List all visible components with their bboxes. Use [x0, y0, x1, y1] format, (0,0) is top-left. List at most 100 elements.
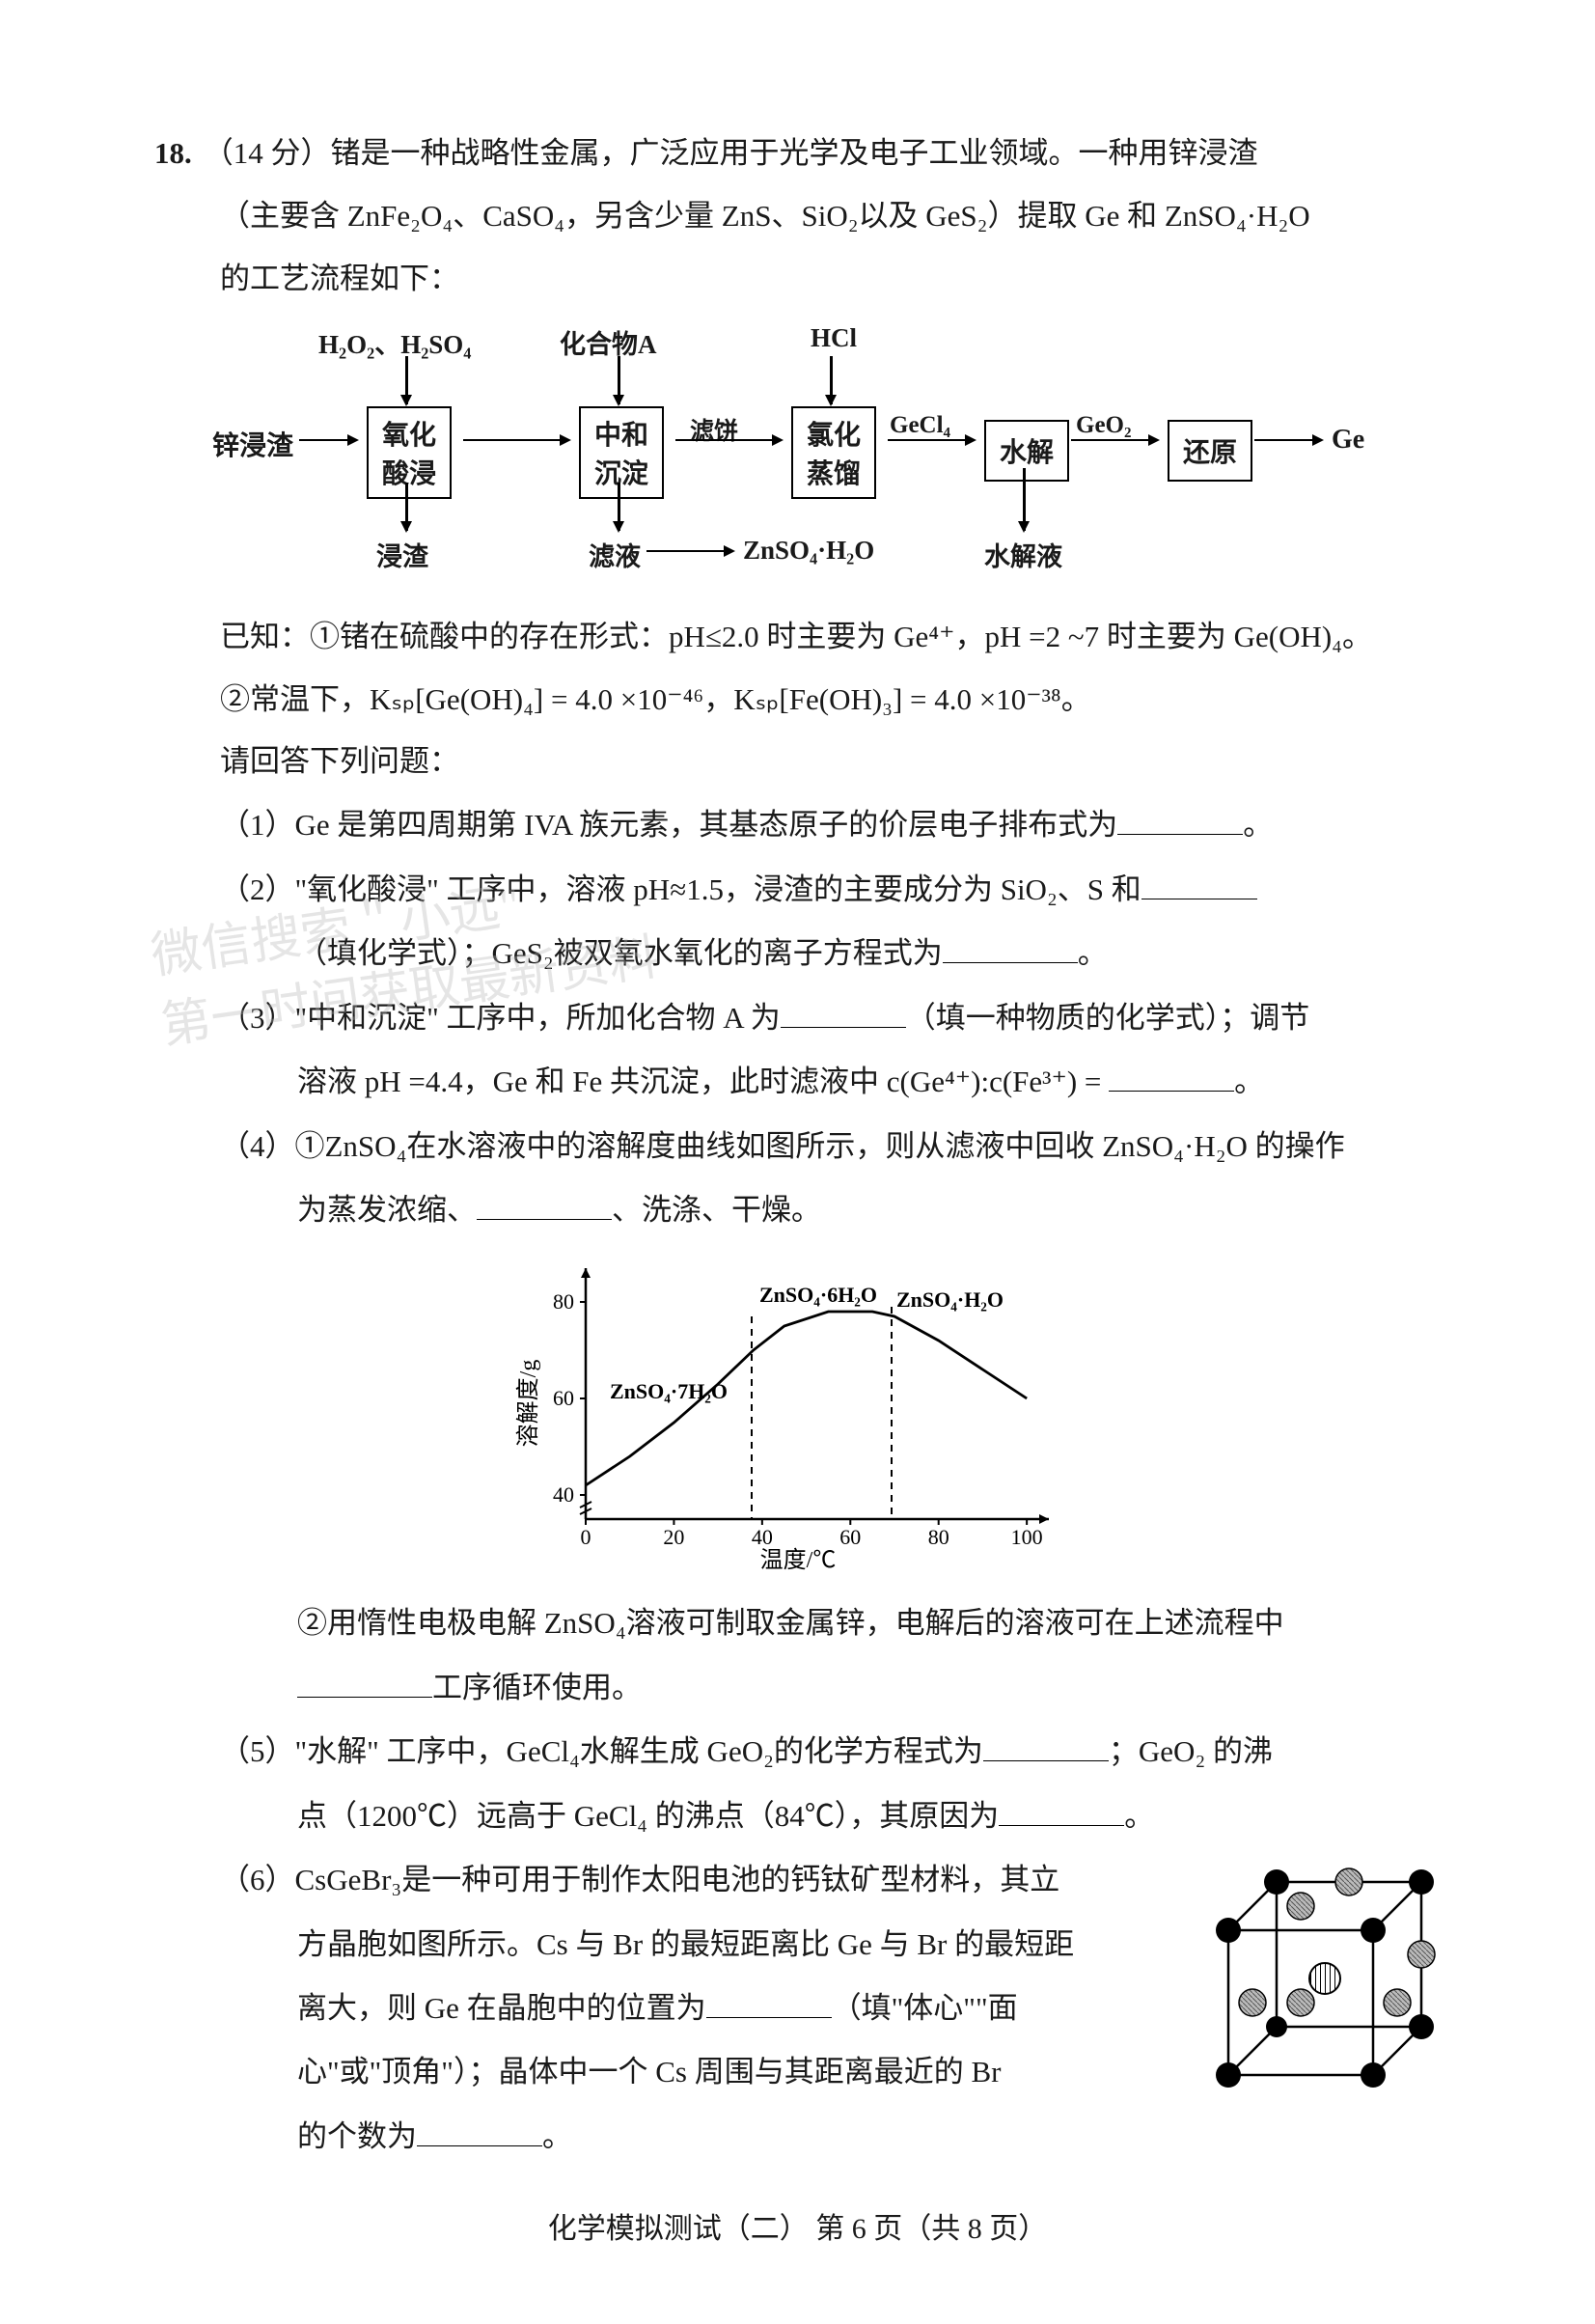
- part-4-line1: （4）①ZnSO₄在水溶液中的溶解度曲线如图所示，则从滤液中回收 ZnSO₄·H…: [220, 1118, 1441, 1176]
- p3-l1-a: （3）"中和沉淀" 工序中，所加化合物 A 为: [220, 1001, 781, 1035]
- arrow-h-2: [463, 439, 569, 442]
- p2-l1-a: （2）"氧化酸浸" 工序中，溶液 pH≈1.5，浸渣的主要成分为 SiO₂、S …: [220, 872, 1141, 906]
- part-2-line2: （填化学式）；GeS₂被双氧水氧化的离子方程式为 。: [297, 925, 1441, 982]
- filter-cake-label: 滤饼: [690, 412, 738, 447]
- part-4-2-line2: 工序循环使用。: [297, 1659, 1441, 1717]
- arrow-down-6: [1023, 468, 1026, 531]
- blank-3a: [781, 998, 906, 1028]
- arrow-h-3: [675, 439, 782, 442]
- blank-5a: [983, 1731, 1109, 1761]
- flow-box-1: 氧化酸浸: [367, 406, 452, 499]
- intro-line1: 锗是一种战略性金属，广泛应用于光学及电子工业领域。一种用锌浸渣: [331, 136, 1258, 170]
- flow-box-5-text: 还原: [1168, 420, 1252, 482]
- svg-text:80: 80: [553, 1289, 574, 1314]
- arrow-down-1: [405, 356, 408, 404]
- page-footer: 化学模拟测试（二） 第 6 页（共 8 页）: [154, 2204, 1441, 2247]
- geo2-label: GeO₂: [1076, 412, 1131, 439]
- p3-l2-a: 溶液 pH =4.4，Ge 和 Fe 共沉淀，此时滤液中 c(Ge⁴⁺):c(F…: [297, 1065, 1109, 1098]
- flow-box-3-text: 氯化蒸馏: [791, 406, 876, 499]
- svg-text:40: 40: [553, 1482, 574, 1507]
- part-3-line1: （3）"中和沉淀" 工序中，所加化合物 A 为 （填一种物质的化学式）；调节: [220, 989, 1441, 1047]
- arrow-h-1: [299, 439, 357, 442]
- p3-l1-b: （填一种物质的化学式）；调节: [906, 1001, 1310, 1035]
- part-1: （1）Ge 是第四周期第 IVA 族元素，其基态原子的价层电子排布式为 。: [220, 796, 1441, 854]
- p3-l2-end: 。: [1234, 1065, 1264, 1098]
- question-body: （14 分）锗是一种战略性金属，广泛应用于光学及电子工业领域。一种用锌浸渣: [204, 125, 1441, 182]
- svg-text:60: 60: [553, 1386, 574, 1410]
- blank-1: [1117, 805, 1243, 835]
- p6-l3-a: 离大，则 Ge 在晶胞中的位置为: [297, 1991, 706, 2025]
- arrow-down-2: [618, 356, 620, 404]
- svg-text:0: 0: [580, 1525, 591, 1549]
- x-axis-label: 温度/℃: [759, 1547, 836, 1573]
- prompt-line: 请回答下列问题：: [220, 733, 1441, 790]
- part-5-line2: 点（1200℃）远高于 GeCl₄ 的沸点（84℃），其原因为。: [297, 1787, 1441, 1845]
- blank-4b: [297, 1668, 432, 1698]
- question-header: 18. （14 分）锗是一种战略性金属，广泛应用于光学及电子工业领域。一种用锌浸…: [154, 125, 1441, 182]
- residue-label: 浸渣: [376, 536, 428, 573]
- flow-box-2-text: 中和沉淀: [579, 406, 664, 499]
- arrow-down-3: [830, 356, 833, 404]
- arrow-h-6: [1254, 439, 1322, 442]
- part-2-line1: （2）"氧化酸浸" 工序中，溶液 pH≈1.5，浸渣的主要成分为 SiO₂、S …: [220, 861, 1441, 919]
- blank-3b: [1109, 1062, 1234, 1092]
- flow-end: Ge: [1332, 425, 1364, 456]
- ann-7h2o: ZnSO₄·7H₂O: [610, 1379, 728, 1403]
- flow-box-4-text: 水解: [984, 420, 1069, 482]
- p6-l3-b: （填"体心""面: [832, 1991, 1018, 2025]
- flow-label-hcl: HCl: [811, 323, 857, 353]
- hydrolysis-label: 水解液: [984, 536, 1062, 573]
- process-flowchart: H₂O₂、H₂SO₄ 化合物A HCl 锌浸渣 氧化酸浸 中和沉淀 滤饼 氯化蒸…: [212, 323, 1370, 594]
- p1-end: 。: [1243, 808, 1273, 842]
- filtrate-label: 滤液: [589, 536, 641, 573]
- p6-l5-a: 的个数为: [297, 2119, 417, 2153]
- svg-text:80: 80: [927, 1525, 949, 1549]
- arrow-down-4: [405, 483, 408, 531]
- blank-2a: [1141, 870, 1257, 899]
- arrow-h-7: [646, 550, 733, 553]
- gecl4-label: GeCl₄: [890, 412, 950, 439]
- flow-label-h2o2: H₂O₂、H₂SO₄: [318, 323, 471, 361]
- part-3-line2: 溶液 pH =4.4，Ge 和 Fe 共沉淀，此时滤液中 c(Ge⁴⁺):c(F…: [297, 1053, 1441, 1111]
- svg-text:20: 20: [663, 1525, 684, 1549]
- arrow-down-5: [618, 483, 620, 531]
- intro-line3: 的工艺流程如下：: [220, 251, 1441, 308]
- blank-5b: [999, 1796, 1124, 1826]
- znso4-label: ZnSO₄·H₂O: [743, 536, 874, 566]
- known-line2: ②常温下，Kₛₚ[Ge(OH)₄] = 4.0 ×10⁻⁴⁶，Kₛₚ[Fe(OH…: [220, 672, 1441, 729]
- blank-6b: [417, 2116, 542, 2146]
- ann-6h2o: ZnSO₄·6H₂O: [759, 1283, 877, 1307]
- intro-line2: （主要含 ZnFe₂O₄、CaSO₄，另含少量 ZnS、SiO₂以及 GeS₂）…: [220, 188, 1441, 245]
- flow-box-1-text: 氧化酸浸: [367, 406, 452, 499]
- arrow-h-4: [888, 439, 975, 442]
- arrow-h-5: [1071, 439, 1158, 442]
- question-number: 18.: [154, 125, 192, 182]
- blank-4a: [477, 1190, 612, 1220]
- blank-2b: [943, 933, 1078, 963]
- flow-box-4: 水解: [984, 420, 1069, 482]
- flow-label-compoundA: 化合物A: [560, 323, 657, 361]
- flow-box-2: 中和沉淀: [579, 406, 664, 499]
- flow-box-3: 氯化蒸馏: [791, 406, 876, 499]
- solubility-chart: 0 20 40 60 80 100 40 60 80 ZnSO₄·7H₂O ZnSO₄·6H₂…: [489, 1249, 1107, 1577]
- flow-start: 锌浸渣: [212, 425, 293, 463]
- p4-l2-a: 为蒸发浓缩、: [297, 1193, 477, 1227]
- y-axis-label: 溶解度/g: [515, 1360, 541, 1448]
- svg-text:100: 100: [1010, 1525, 1042, 1549]
- ann-h2o: ZnSO₄·H₂O: [896, 1287, 1004, 1312]
- part-4-line2: 为蒸发浓缩、 、洗涤、干燥。: [297, 1181, 1441, 1239]
- svg-text:40: 40: [751, 1525, 772, 1549]
- known-line1: 已知：①锗在硫酸中的存在形式：pH≤2.0 时主要为 Ge⁴⁺，pH =2 ~7…: [220, 609, 1441, 666]
- p2-l2-a: （填化学式）；GeS₂被双氧水氧化的离子方程式为: [297, 936, 943, 970]
- chart-svg: 0 20 40 60 80 100 40 60 80 ZnSO₄·7H₂O ZnSO₄·6H₂…: [509, 1249, 1087, 1577]
- p4-l2-b: 、洗涤、干燥。: [612, 1193, 821, 1227]
- question-points: （14 分）: [204, 136, 331, 170]
- p2-l2-end: 。: [1078, 936, 1108, 970]
- p1-text: （1）Ge 是第四周期第 IVA 族元素，其基态原子的价层电子排布式为: [220, 808, 1117, 842]
- p5-l2-a: 点（1200℃）远高于 GeCl₄ 的沸点（84℃），其原因为: [297, 1799, 999, 1833]
- p6-l5-end: 。: [542, 2119, 572, 2153]
- svg-text:60: 60: [839, 1525, 861, 1549]
- flow-box-5: 还原: [1168, 420, 1252, 482]
- part-5-line1: （5）"水解" 工序中，GeCl₄水解生成 GeO₂的化学方程式为；GeO₂ 的…: [220, 1723, 1441, 1781]
- part-4-2-line1: ②用惰性电极电解 ZnSO₄溶液可制取金属锌，电解后的溶液可在上述流程中: [297, 1594, 1441, 1652]
